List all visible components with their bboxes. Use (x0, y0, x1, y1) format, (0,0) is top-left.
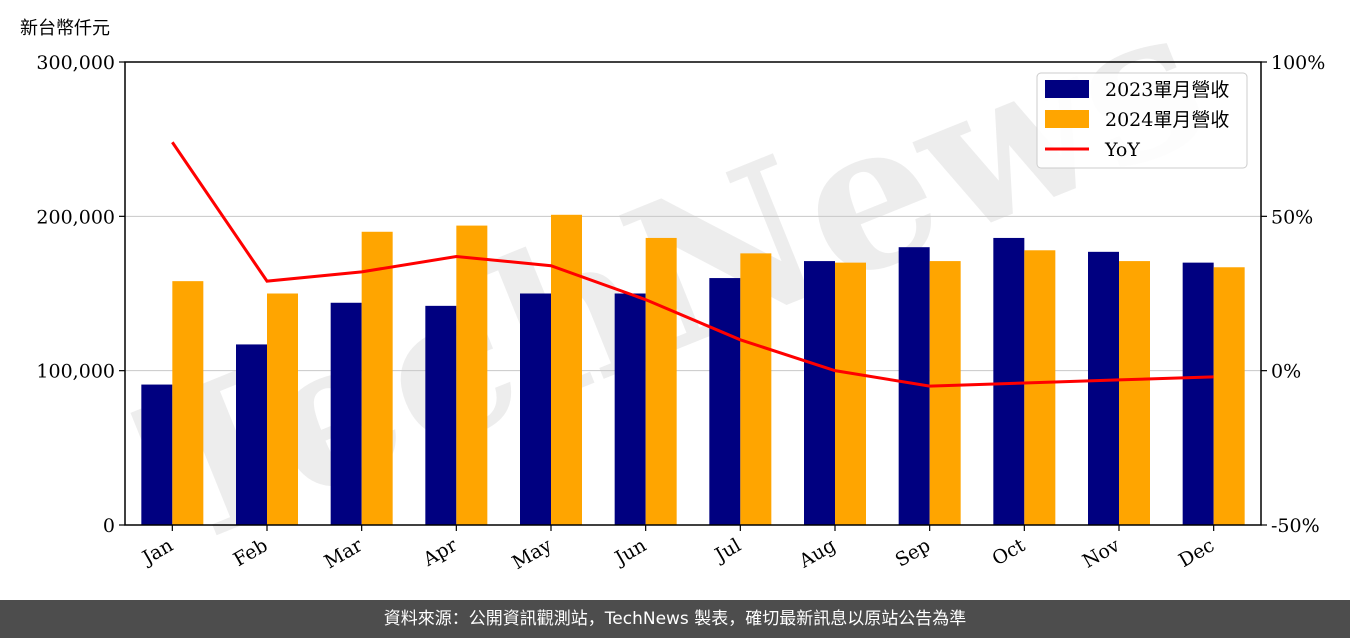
bar-2023 (141, 384, 173, 525)
bar-2024 (361, 231, 393, 525)
x-tick-label: Sep (892, 534, 935, 571)
bar-2023 (520, 293, 551, 525)
bar-series (141, 214, 1245, 526)
legend: 2023單月營收 2024單月營收 YoY (1036, 72, 1248, 169)
x-tick-label: Dec (1175, 534, 1218, 572)
bar-2024 (456, 225, 488, 526)
bar-2023 (804, 261, 835, 525)
revenue-chart: TechNews 0100,000200,000300,000-50%0%50%… (36, 0, 1325, 593)
x-tick-label: Apr (419, 534, 462, 571)
bar-2023 (993, 237, 1025, 525)
bar-2024 (551, 214, 582, 526)
bar-2024 (267, 293, 298, 525)
plot-frame (124, 61, 1262, 526)
bar-2023 (614, 293, 646, 525)
bar-2023 (236, 344, 267, 525)
bar-2024 (645, 237, 677, 525)
bar-2024 (1024, 250, 1056, 525)
bar-2024 (1119, 261, 1150, 525)
y2-tick-label: -50% (1271, 515, 1320, 537)
y2-tick-label: 100% (1271, 52, 1325, 74)
x-tick-label: Jan (137, 534, 177, 570)
legend-swatch (1045, 80, 1089, 98)
bar-2023 (1088, 251, 1119, 525)
yoy-line (171, 141, 1214, 388)
bar-2023 (425, 305, 457, 525)
y2-tick-label: 0% (1271, 361, 1301, 383)
legend-swatch (1045, 110, 1089, 128)
y-tick-label: 100,000 (36, 361, 115, 383)
x-tick-label: Jun (610, 534, 651, 570)
y-tick-label: 0 (103, 515, 115, 537)
y-axis-unit-label: 新台幣仟元 (20, 18, 110, 39)
bar-2024 (835, 262, 866, 525)
y2-tick-label: 50% (1271, 206, 1313, 228)
bar-2023 (1182, 262, 1214, 525)
source-footer: 資料來源：公開資訊觀測站，TechNews 製表，確切最新訊息以原站公告為準 (0, 600, 1350, 638)
bar-2024 (929, 261, 961, 525)
legend-label: 2024單月營收 (1105, 109, 1229, 131)
bar-2024 (172, 281, 204, 525)
bar-2023 (709, 278, 741, 525)
legend-label: YoY (1104, 139, 1140, 161)
legend-label: 2023單月營收 (1105, 79, 1229, 101)
y-tick-label: 200,000 (36, 206, 115, 228)
grid-lines (125, 215, 1261, 372)
yoy-line-series (171, 141, 1214, 388)
x-tick-label: Oct (989, 534, 1030, 570)
legend-box (1036, 72, 1248, 169)
bar-2023 (330, 302, 362, 525)
bar-2024 (1213, 267, 1245, 525)
bar-2024 (740, 253, 772, 525)
y-tick-label: 300,000 (36, 52, 115, 74)
x-tick-label: May (509, 534, 556, 574)
x-tick-label: Nov (1079, 534, 1124, 573)
x-tick-label: Jul (710, 534, 745, 567)
x-tick-label: Aug (795, 534, 840, 573)
